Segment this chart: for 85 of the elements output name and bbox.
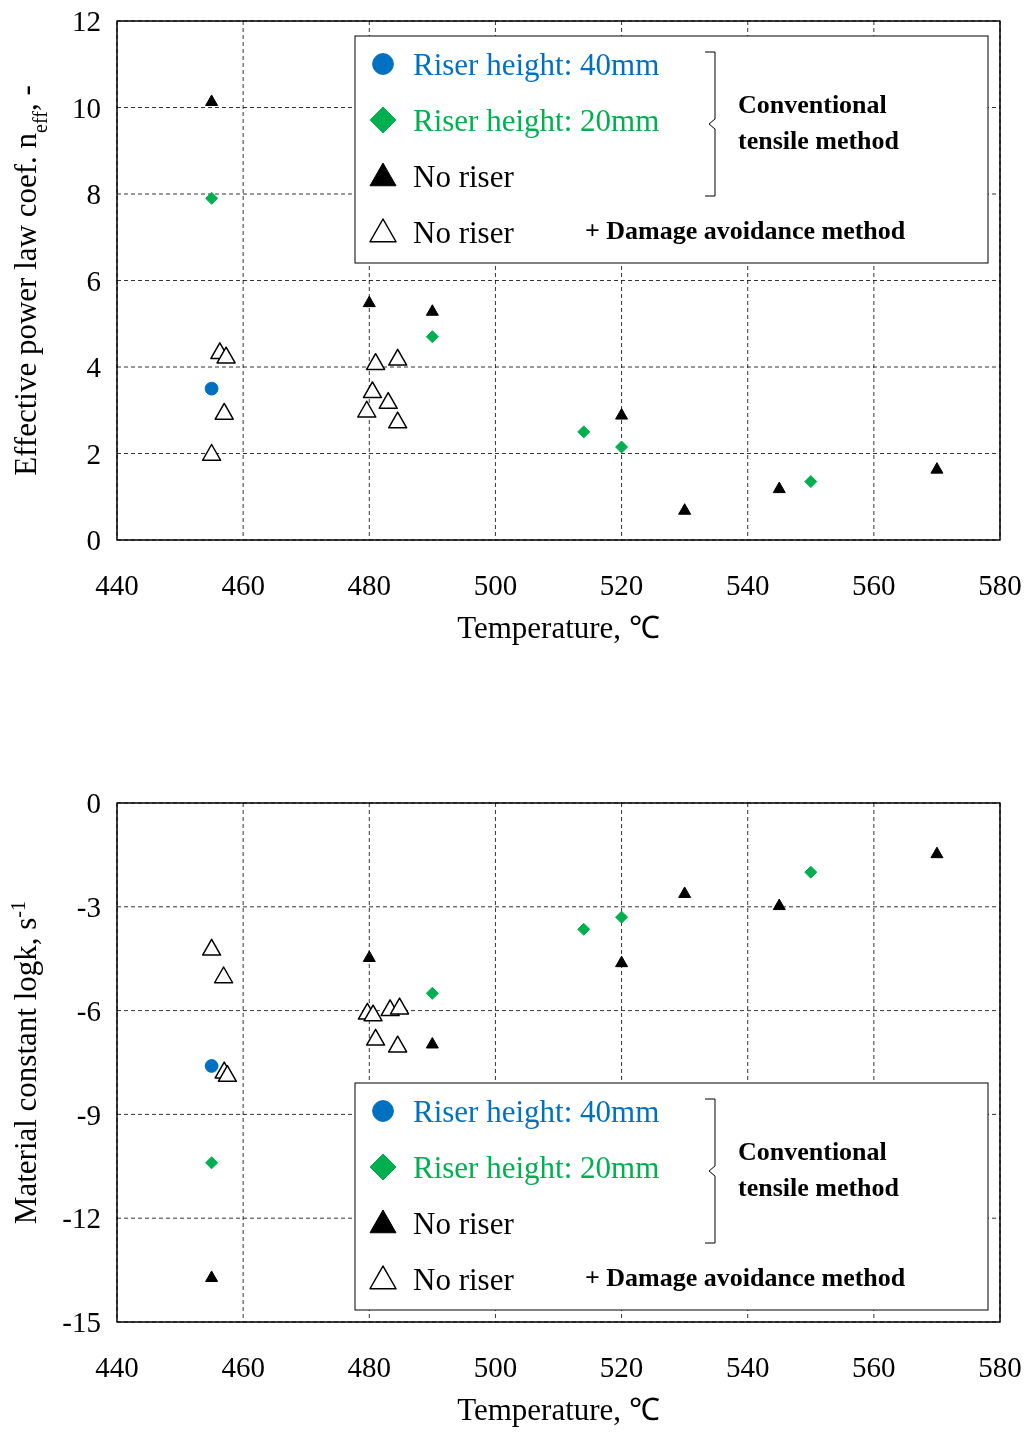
point <box>365 352 386 371</box>
point <box>387 1035 408 1053</box>
point <box>425 986 439 1000</box>
point <box>362 950 376 962</box>
x-axis-title: Temperature, ℃ <box>457 610 660 645</box>
point <box>387 411 408 429</box>
legend-label: No riser <box>413 214 515 250</box>
legend-label: Riser height: 20mm <box>413 1149 660 1185</box>
x-axis-title: Temperature, ℃ <box>457 1392 660 1427</box>
legend-label: Riser height: 40mm <box>413 46 660 82</box>
x-tick-label: 460 <box>221 569 265 601</box>
point <box>678 886 692 898</box>
point <box>804 865 818 879</box>
annotation: Conventional tensile method <box>738 90 900 155</box>
point <box>930 846 944 859</box>
point <box>930 462 944 474</box>
y-tick-label: 0 <box>86 787 101 820</box>
y-tick-label: -15 <box>62 1306 101 1339</box>
y-tick-label: -6 <box>76 994 101 1027</box>
point <box>387 348 408 366</box>
legend-label: No riser <box>413 158 515 194</box>
legend-label: Riser height: 40mm <box>413 1093 660 1129</box>
point <box>615 910 629 924</box>
point <box>425 1036 439 1049</box>
point <box>615 440 629 454</box>
point <box>205 1156 219 1170</box>
legend-label: Riser height: 20mm <box>413 102 660 138</box>
x-tick-label: 520 <box>599 1351 644 1383</box>
y-tick-label: -9 <box>76 1098 101 1131</box>
y-tick-label: -3 <box>76 890 101 923</box>
point <box>363 1004 383 1022</box>
point <box>217 1064 238 1083</box>
point <box>357 400 377 418</box>
y-tick-label: 6 <box>86 264 101 297</box>
x-tick-label: 440 <box>95 569 139 601</box>
point <box>389 997 410 1015</box>
legend-label: No riser <box>413 1261 515 1297</box>
x-tick-label: 560 <box>852 569 896 601</box>
y-tick-label: 12 <box>72 5 101 38</box>
point <box>425 330 439 344</box>
x-tick-label: 480 <box>347 569 392 601</box>
x-tick-label: 500 <box>473 569 518 601</box>
point <box>772 481 786 494</box>
point <box>425 304 439 316</box>
point <box>214 402 234 420</box>
y-tick-label: 4 <box>86 351 102 384</box>
point <box>615 408 629 420</box>
annotation: + Damage avoidance method <box>585 1263 906 1293</box>
point <box>362 295 376 308</box>
x-tick-label: 580 <box>978 1351 1022 1383</box>
x-tick-label: 540 <box>725 1351 770 1383</box>
point <box>378 391 398 410</box>
x-tick-label: 540 <box>725 569 770 601</box>
x-tick-label: 460 <box>221 1351 265 1383</box>
point <box>201 938 222 956</box>
point <box>772 898 786 911</box>
y-tick-label: 10 <box>72 91 101 124</box>
point <box>201 443 222 461</box>
point <box>678 503 692 515</box>
x-tick-label: 520 <box>599 569 644 601</box>
point <box>365 1028 386 1046</box>
x-tick-label: 580 <box>978 569 1022 601</box>
x-tick-label: 480 <box>347 1351 392 1383</box>
point <box>213 966 234 984</box>
point <box>577 425 591 439</box>
point <box>804 475 818 489</box>
y-tick-label: 2 <box>86 437 101 470</box>
point <box>205 94 219 107</box>
x-tick-label: 500 <box>473 1351 518 1383</box>
point <box>205 1270 219 1283</box>
y-tick-label: 8 <box>86 178 101 211</box>
point <box>204 381 219 396</box>
point <box>204 1059 219 1073</box>
y-tick-label: 0 <box>86 524 101 557</box>
point <box>362 381 383 399</box>
y-tick-label: -12 <box>62 1202 101 1235</box>
point <box>615 955 629 968</box>
annotation: + Damage avoidance method <box>585 216 906 246</box>
x-tick-label: 440 <box>95 1351 139 1383</box>
annotation: Conventional tensile method <box>738 1137 900 1202</box>
x-tick-label: 560 <box>852 1351 896 1383</box>
legend-label: No riser <box>413 1205 515 1241</box>
point <box>205 191 219 205</box>
point <box>577 922 591 936</box>
point <box>216 346 236 364</box>
